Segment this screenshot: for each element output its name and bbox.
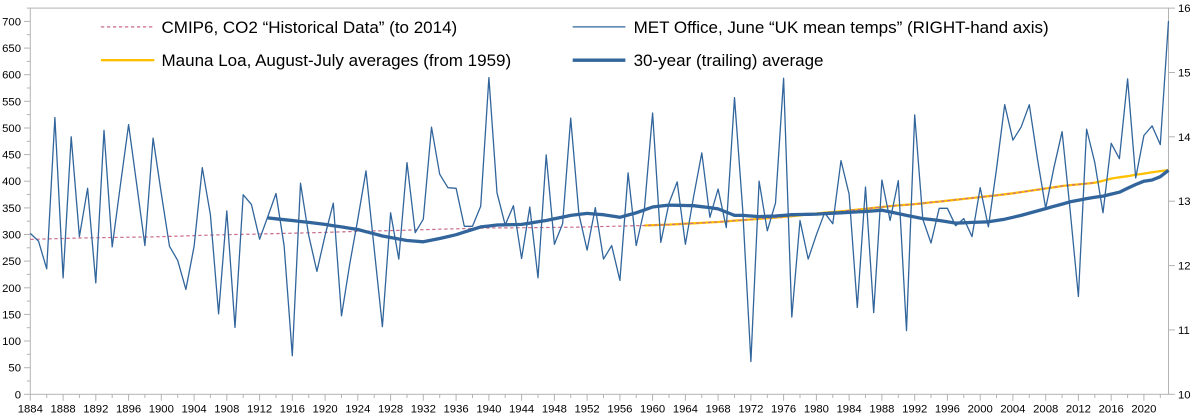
svg-text:1932: 1932 bbox=[411, 404, 436, 416]
svg-text:1976: 1976 bbox=[771, 404, 796, 416]
svg-text:1972: 1972 bbox=[738, 404, 763, 416]
svg-text:11: 11 bbox=[1178, 325, 1190, 337]
svg-text:550: 550 bbox=[2, 96, 21, 108]
svg-text:CMIP6, CO2 “Historical Data” (: CMIP6, CO2 “Historical Data” (to 2014) bbox=[162, 18, 458, 37]
svg-text:700: 700 bbox=[2, 16, 21, 28]
svg-text:1884: 1884 bbox=[18, 404, 43, 416]
svg-text:2004: 2004 bbox=[1000, 404, 1025, 416]
svg-text:1952: 1952 bbox=[575, 404, 600, 416]
svg-text:2000: 2000 bbox=[968, 404, 993, 416]
svg-text:1908: 1908 bbox=[214, 404, 239, 416]
svg-text:Mauna Loa, August-July average: Mauna Loa, August-July averages (from 19… bbox=[162, 51, 512, 70]
svg-text:12: 12 bbox=[1178, 261, 1191, 273]
svg-text:250: 250 bbox=[2, 256, 21, 268]
svg-text:1892: 1892 bbox=[83, 404, 108, 416]
svg-text:1904: 1904 bbox=[182, 404, 207, 416]
svg-text:14: 14 bbox=[1178, 132, 1191, 144]
svg-text:MET Office, June “UK mean temp: MET Office, June “UK mean temps” (RIGHT-… bbox=[634, 18, 1049, 37]
svg-text:1912: 1912 bbox=[247, 404, 272, 416]
svg-text:1928: 1928 bbox=[378, 404, 403, 416]
svg-text:13: 13 bbox=[1178, 196, 1191, 208]
svg-text:2008: 2008 bbox=[1033, 404, 1058, 416]
svg-text:1888: 1888 bbox=[51, 404, 76, 416]
svg-text:300: 300 bbox=[2, 230, 21, 242]
svg-text:2016: 2016 bbox=[1099, 404, 1124, 416]
svg-text:1896: 1896 bbox=[116, 404, 141, 416]
svg-text:1940: 1940 bbox=[476, 404, 501, 416]
svg-text:1992: 1992 bbox=[902, 404, 927, 416]
svg-text:500: 500 bbox=[2, 123, 21, 135]
svg-text:30-year (trailing) average: 30-year (trailing) average bbox=[634, 51, 824, 70]
svg-text:1980: 1980 bbox=[804, 404, 829, 416]
svg-text:1924: 1924 bbox=[345, 404, 370, 416]
svg-text:1956: 1956 bbox=[607, 404, 632, 416]
svg-text:200: 200 bbox=[2, 283, 21, 295]
svg-text:400: 400 bbox=[2, 176, 21, 188]
svg-text:2012: 2012 bbox=[1066, 404, 1091, 416]
svg-text:50: 50 bbox=[8, 363, 21, 375]
svg-text:1988: 1988 bbox=[869, 404, 894, 416]
svg-text:2020: 2020 bbox=[1131, 404, 1156, 416]
svg-text:1984: 1984 bbox=[837, 404, 862, 416]
svg-text:650: 650 bbox=[2, 43, 21, 55]
svg-text:1900: 1900 bbox=[149, 404, 174, 416]
svg-text:600: 600 bbox=[2, 70, 21, 82]
svg-text:10: 10 bbox=[1178, 389, 1191, 401]
svg-text:1964: 1964 bbox=[673, 404, 698, 416]
svg-text:15: 15 bbox=[1178, 68, 1191, 80]
svg-text:1944: 1944 bbox=[509, 404, 534, 416]
svg-text:150: 150 bbox=[2, 309, 21, 321]
svg-text:1968: 1968 bbox=[706, 404, 731, 416]
svg-text:1948: 1948 bbox=[542, 404, 567, 416]
svg-text:1936: 1936 bbox=[444, 404, 469, 416]
svg-text:100: 100 bbox=[2, 336, 21, 348]
svg-text:1960: 1960 bbox=[640, 404, 665, 416]
svg-text:1920: 1920 bbox=[313, 404, 338, 416]
svg-text:1996: 1996 bbox=[935, 404, 960, 416]
svg-text:16: 16 bbox=[1178, 3, 1191, 15]
svg-text:450: 450 bbox=[2, 150, 21, 162]
svg-text:350: 350 bbox=[2, 203, 21, 215]
svg-text:1916: 1916 bbox=[280, 404, 305, 416]
svg-text:0: 0 bbox=[15, 389, 21, 401]
